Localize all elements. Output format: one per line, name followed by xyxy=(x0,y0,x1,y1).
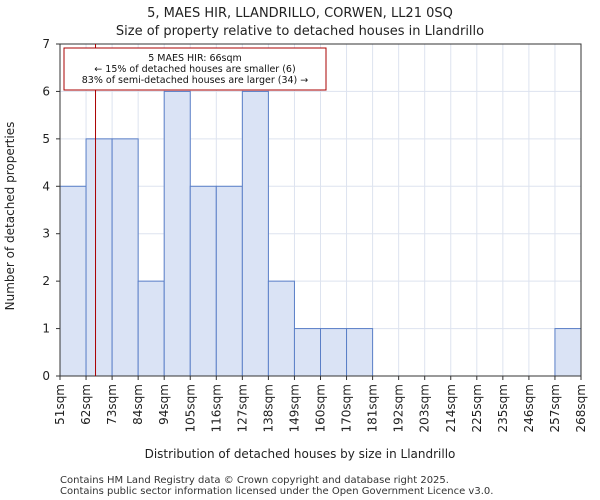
bar-138sqm xyxy=(267,280,295,377)
chart-subtitle: Size of property relative to detached ho… xyxy=(116,24,484,39)
annotation-box xyxy=(63,47,327,91)
x-tick-label: 51sqm xyxy=(53,384,67,425)
y-tick-label: 3 xyxy=(42,227,50,241)
x-axis-label: Distribution of detached houses by size … xyxy=(145,447,456,461)
x-tick-label: 246sqm xyxy=(522,384,536,432)
bar-170sqm xyxy=(346,328,374,377)
x-tick-label: 94sqm xyxy=(157,384,171,425)
x-tick-label: 170sqm xyxy=(340,384,354,432)
x-tick-label: 84sqm xyxy=(131,384,145,425)
y-tick-label: 5 xyxy=(42,132,50,146)
bar-94sqm xyxy=(163,90,191,377)
y-tick-label: 7 xyxy=(42,37,50,51)
footer-line-2: Contains public sector information licen… xyxy=(60,486,493,497)
bars xyxy=(59,90,582,377)
x-tick-label: 138sqm xyxy=(261,384,275,432)
x-axis-ticks: 51sqm 62sqm 73sqm 84sqm 94sqm 105sqm 116sqm 127… xyxy=(53,376,588,432)
x-tick-label: 62sqm xyxy=(79,384,93,425)
y-tick-label: 6 xyxy=(42,84,50,98)
x-tick-label: 73sqm xyxy=(105,384,119,425)
y-axis-label: Number of detached properties xyxy=(3,122,17,311)
x-tick-label: 105sqm xyxy=(183,384,197,432)
y-tick-label: 2 xyxy=(42,274,50,288)
x-tick-label: 181sqm xyxy=(366,384,380,432)
x-tick-label: 192sqm xyxy=(392,384,406,432)
bar-73sqm xyxy=(111,138,139,377)
x-tick-label: 225sqm xyxy=(470,384,484,432)
annotation-line-1: 5 MAES HIR: 66sqm xyxy=(148,53,242,64)
x-tick-label: 149sqm xyxy=(287,384,301,432)
bar-127sqm xyxy=(241,90,269,377)
marker-annotation: 5 MAES HIR: 66sqm ← 15% of detached hous… xyxy=(63,47,327,91)
y-tick-label: 4 xyxy=(42,179,50,193)
bar-105sqm xyxy=(189,185,217,377)
bar-84sqm xyxy=(137,280,165,377)
annotation-line-2: ← 15% of detached houses are smaller (6) xyxy=(94,64,295,75)
y-tick-label: 0 xyxy=(42,369,50,383)
x-tick-label: 235sqm xyxy=(496,384,510,432)
bar-149sqm xyxy=(293,328,322,377)
y-tick-label: 1 xyxy=(42,322,50,336)
x-tick-label: 116sqm xyxy=(209,384,223,432)
x-tick-label: 203sqm xyxy=(418,384,432,432)
x-tick-label: 160sqm xyxy=(314,384,328,432)
bar-116sqm xyxy=(215,185,243,377)
plot-frame xyxy=(59,43,582,377)
bar-257sqm xyxy=(554,328,582,377)
x-tick-label: 268sqm xyxy=(574,384,588,432)
annotation-line-3: 83% of semi-detached houses are larger (… xyxy=(82,75,309,86)
y-axis-ticks: 0 1 2 3 4 5 6 7 xyxy=(42,37,60,383)
x-tick-label: 127sqm xyxy=(235,384,249,432)
chart-title: 5, MAES HIR, LLANDRILLO, CORWEN, LL21 0S… xyxy=(147,6,453,21)
bar-62sqm xyxy=(85,138,113,377)
bar-51sqm xyxy=(59,185,87,377)
x-tick-label: 214sqm xyxy=(444,384,458,432)
x-tick-label: 257sqm xyxy=(548,384,562,432)
footer-line-1: Contains HM Land Registry data © Crown c… xyxy=(60,475,449,486)
bar-160sqm xyxy=(320,328,348,377)
